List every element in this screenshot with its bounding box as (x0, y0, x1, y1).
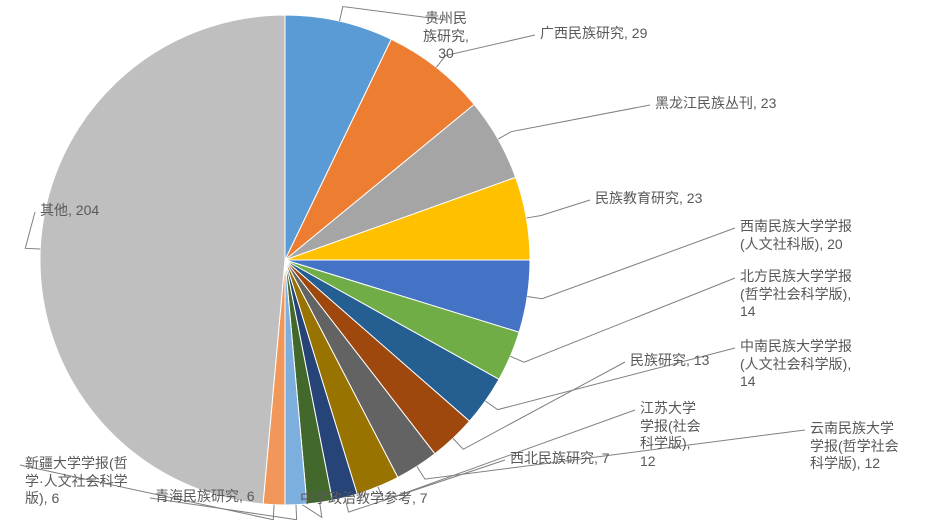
slice-label: 黑龙江民族丛刊, 23 (655, 95, 776, 113)
pie-chart-svg (0, 0, 941, 520)
slice-label: 中学政治教学参考, 7 (300, 490, 428, 508)
slice-label: 青海民族研究, 6 (155, 488, 255, 506)
slice-label: 广西民族研究, 29 (540, 25, 647, 43)
leader-line (25, 212, 40, 249)
slice-label: 西北民族研究, 7 (510, 450, 610, 468)
leader-line (527, 228, 735, 299)
leader-line (510, 278, 735, 362)
slice-label: 云南民族大学 学报(哲学社会 科学版), 12 (810, 420, 899, 473)
slice-label: 西南民族大学学报 (人文社科版), 20 (740, 218, 852, 253)
slice-label: 江苏大学 学报(社会 科学版), 12 (640, 400, 701, 470)
leader-line (498, 105, 650, 139)
slice-label: 民族研究, 13 (630, 352, 709, 370)
slice-label: 其他, 204 (40, 202, 99, 220)
pie-slice (40, 15, 285, 504)
leader-line (526, 200, 590, 218)
slice-label: 民族教育研究, 23 (595, 190, 702, 208)
slice-label: 北方民族大学学报 (哲学社会科学版), 14 (740, 268, 852, 321)
slice-label: 贵州民 族研究, 30 (416, 10, 476, 63)
slice-label: 中南民族大学学报 (人文社会科学版), 14 (740, 338, 852, 391)
leader-line (417, 430, 805, 479)
pie-chart-container: 贵州民 族研究, 30 广西民族研究, 29 黑龙江民族丛刊, 23 民族教育研究, … (0, 0, 941, 520)
slice-label: 新疆大学学报(哲 学·人文社会科学 版), 6 (25, 455, 128, 508)
